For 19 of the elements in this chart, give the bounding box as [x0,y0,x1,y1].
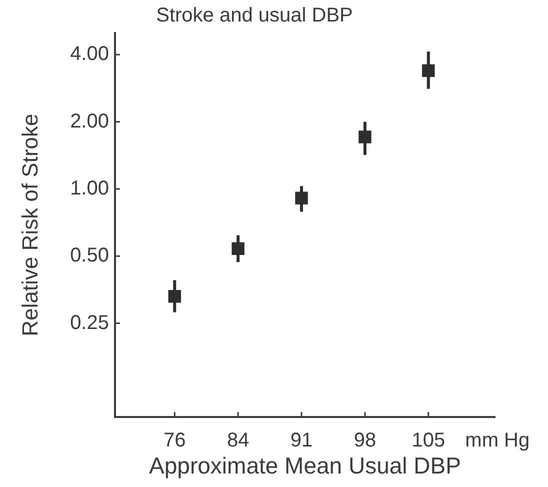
point [168,290,181,303]
y-tick-label: 0.25 [70,312,109,334]
point [232,242,244,255]
y-tick-label: 0.50 [70,244,109,267]
y-tick-label: 4.00 [70,43,109,66]
point [358,130,372,144]
y-tick-label: 2.00 [70,110,109,132]
y-axis-title: Relative Risk of Stroke [17,114,42,336]
point [295,192,308,204]
point [422,64,435,78]
text: mm Hg [465,430,530,452]
x-axis-title: Approximate Mean Usual DBP [149,452,461,479]
chart-title: Stroke and usual DBP [156,4,353,27]
y-tick-label: 1.00 [70,177,109,200]
x-tick-label: 105 [412,430,446,452]
x-tick-label: 91 [290,430,313,452]
x-tick-label: 84 [226,430,250,452]
x-tick-label: 98 [354,430,376,452]
x-tick-label: 76 [164,430,186,452]
